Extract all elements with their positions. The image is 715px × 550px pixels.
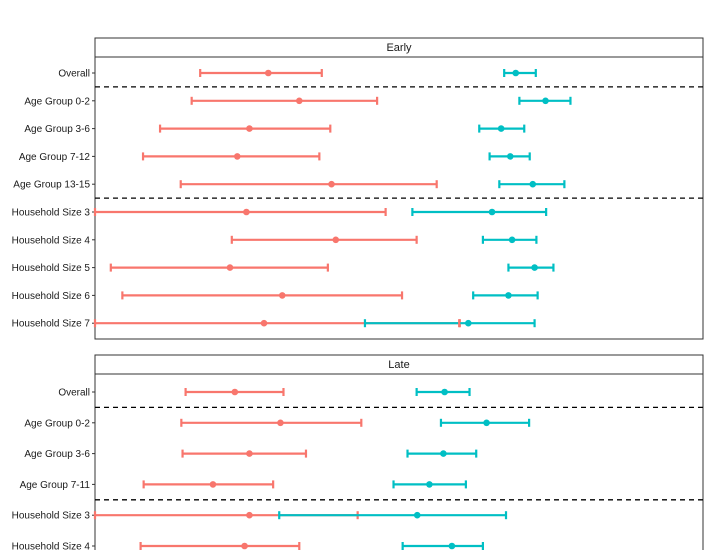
point-estimate [246,450,253,457]
y-tick-label: Age Group 0-2 [24,96,90,107]
panel-border-late [94,373,704,550]
y-tick-label: Age Group 3-6 [24,124,90,135]
strip-title-late: Late [388,359,409,371]
point-estimate [506,153,514,160]
rows-early: Overall Age Group 0-2 Age Group 3-6 Age Gro… [12,69,703,330]
point-estimate [512,69,520,77]
y-tick-label: Overall [58,69,90,80]
point-estimate [332,236,340,244]
point-estimate [497,125,505,132]
y-tick-label: Household Size 3 [12,208,91,219]
point-estimate [328,180,335,188]
y-tick-label: Overall [58,388,90,399]
y-tick-label: Household Size 4 [12,542,91,550]
point-estimate [448,542,456,550]
point-estimate [413,511,421,519]
point-estimate [209,481,217,488]
point-estimate [260,319,268,327]
point-estimate [426,481,433,488]
y-tick-label: Age Group 13-15 [13,180,90,191]
point-estimate [441,388,448,396]
point-estimate [246,125,253,132]
y-tick-label: Age Group 7-12 [19,152,91,163]
point-estimate [231,388,239,396]
point-estimate [241,542,248,550]
point-estimate [278,292,286,299]
y-tick-label: Age Group 0-2 [24,418,90,429]
point-estimate [483,419,490,427]
y-tick-label: Household Size 7 [12,319,91,330]
y-tick-label: Age Group 3-6 [24,449,90,460]
point-estimate [226,264,234,271]
strip-title-early: Early [386,42,412,54]
y-tick-label: Household Size 5 [12,263,91,274]
panel-early: Early Overall Age Group 0-2 Age Group 3-6 A… [12,37,704,340]
point-estimate [531,264,538,271]
point-estimate [246,511,253,519]
point-estimate [295,97,303,105]
panel-late: Late Overall Age Group 0-2 Age Group 3-6 Ag… [12,354,704,550]
y-tick-label: Age Group 7-11 [20,480,91,491]
point-estimate [277,419,284,427]
point-estimate [233,153,241,160]
point-estimate [542,97,549,105]
y-tick-label: Household Size 4 [12,235,91,246]
point-estimate [505,292,512,299]
point-estimate [264,69,272,77]
point-estimate [488,208,496,216]
point-estimate [529,180,537,188]
point-estimate [465,319,472,327]
rows-late: Overall Age Group 0-2 Age Group 3-6 Age Gro… [12,388,703,550]
point-estimate [508,236,516,244]
y-tick-label: Household Size 6 [12,291,91,302]
y-tick-label: Household Size 3 [12,511,91,522]
point-estimate [243,208,250,216]
point-estimate [440,450,447,457]
